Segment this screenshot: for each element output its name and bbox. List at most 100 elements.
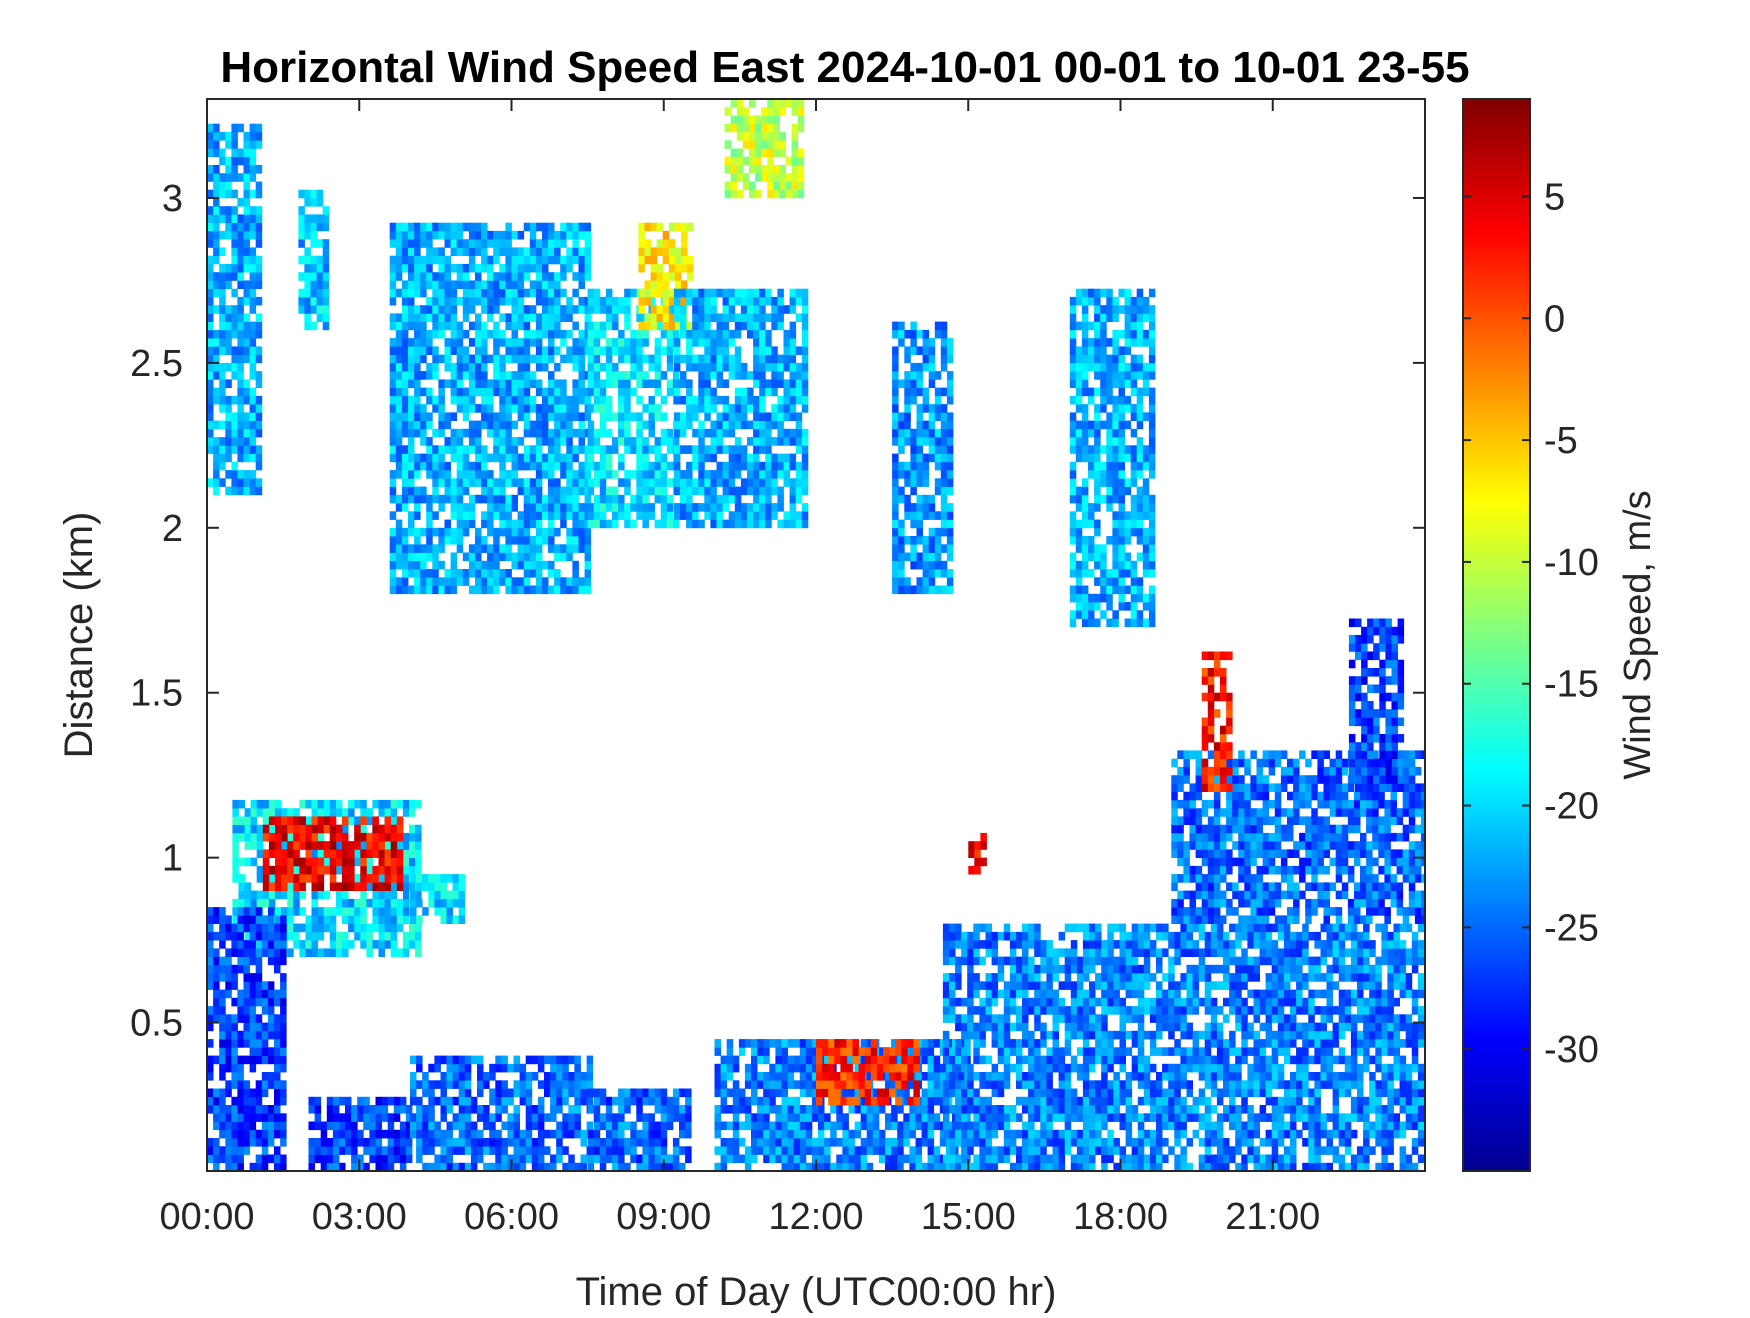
heatmap-cell-r9 [403, 841, 410, 850]
heatmap-cell-r15 [655, 1130, 662, 1139]
heatmap-cell-r2 [390, 231, 397, 240]
heatmap-cell-r5 [723, 445, 730, 454]
heatmap-cell-r5 [790, 404, 797, 413]
heatmap-cell-r2 [530, 396, 537, 405]
heatmap-cell-r2 [475, 289, 482, 298]
heatmap-cell-r16 [751, 1097, 758, 1106]
heatmap-cell-r5 [674, 355, 681, 364]
heatmap-cell-r12 [237, 1031, 244, 1040]
heatmap-cell-r2 [512, 264, 519, 273]
heatmap-cell-r7 [904, 470, 911, 479]
heatmap-cell-r5 [759, 520, 766, 529]
heatmap-cell-r9 [269, 899, 276, 908]
heatmap-cell-r8 [1070, 478, 1077, 487]
heatmap-cell-r2 [438, 544, 445, 553]
heatmap-cell-r3 [612, 363, 619, 372]
heatmap-cell-r9 [245, 891, 252, 900]
heatmap-cell-r3 [630, 388, 637, 397]
heatmap-cell-r2 [445, 280, 452, 289]
heatmap-cell-r2 [579, 536, 586, 545]
heatmap-cell-r9 [257, 808, 264, 817]
heatmap-cell-r9 [409, 866, 416, 875]
heatmap-cell-r14 [434, 1155, 441, 1164]
heatmap-cell-r5 [753, 346, 760, 355]
heatmap-cell-r6 [792, 157, 799, 166]
heatmap-cell-r2 [548, 520, 555, 529]
heatmap-cell-r5 [759, 445, 766, 454]
heatmap-cell-r9 [263, 899, 270, 908]
heatmap-cell-r2 [499, 396, 506, 405]
heatmap-cell-r5 [741, 462, 748, 471]
heatmap-cell-r7 [923, 338, 930, 347]
heatmap-cell-r9 [409, 849, 416, 858]
heatmap-cell-r14 [416, 1122, 423, 1131]
heatmap-cell-r13 [327, 1122, 334, 1131]
heatmap-cell-r0 [237, 223, 244, 232]
heatmap-cell-r3 [594, 355, 601, 364]
heatmap-cell-r2 [426, 495, 433, 504]
heatmap-cell-r3 [594, 478, 601, 487]
heatmap-cell-r7 [892, 503, 899, 512]
heatmap-cell-r3 [636, 454, 643, 463]
heatmap-cell-r5 [692, 445, 699, 454]
heatmap-cell-r2 [542, 256, 549, 265]
heatmap-cell-r10 [312, 833, 319, 842]
heatmap-cell-r6 [798, 157, 805, 166]
heatmap-cell-r12 [280, 1023, 287, 1032]
heatmap-cell-r9 [415, 849, 422, 858]
heatmap-cell-r2 [548, 371, 555, 380]
heatmap-cell-r8 [1088, 503, 1095, 512]
heatmap-cell-r2 [457, 396, 464, 405]
heatmap-cell-r5 [765, 355, 772, 364]
heatmap-cell-r12 [219, 1056, 226, 1065]
heatmap-cell-r5 [710, 503, 717, 512]
heatmap-cell-r3 [594, 388, 601, 397]
heatmap-cell-r8 [1131, 338, 1138, 347]
heatmap-cell-r9 [312, 808, 319, 817]
heatmap-cell-r8 [1143, 569, 1150, 578]
heatmap-cell-r13 [309, 1105, 316, 1114]
heatmap-cell-r11 [447, 891, 454, 900]
heatmap-cell-r3 [649, 396, 656, 405]
heatmap-cell-r3 [618, 396, 625, 405]
heatmap-cell-r8 [1094, 363, 1101, 372]
heatmap-cell-r2 [445, 256, 452, 265]
heatmap-cell-r5 [784, 363, 791, 372]
heatmap-cell-r0 [219, 264, 226, 273]
heatmap-cell-r0 [213, 214, 220, 223]
heatmap-cell-r10 [360, 816, 367, 825]
heatmap-cell-r11 [434, 907, 441, 916]
heatmap-cell-r3 [606, 412, 613, 421]
heatmap-cell-r2 [572, 305, 579, 314]
heatmap-cell-r2 [390, 536, 397, 545]
heatmap-cell-r0 [250, 289, 257, 298]
heatmap-cell-r14 [465, 1056, 472, 1065]
heatmap-cell-r3 [606, 371, 613, 380]
heatmap-cell-r2 [432, 330, 439, 339]
heatmap-cell-r5 [753, 322, 760, 331]
heatmap-cell-r2 [554, 437, 561, 446]
heatmap-cell-r2 [512, 305, 519, 314]
heatmap-cell-r0 [244, 379, 251, 388]
heatmap-cell-r9 [318, 932, 325, 941]
heatmap-cell-r2 [524, 577, 531, 586]
heatmap-cell-r7 [941, 445, 948, 454]
heatmap-cell-r5 [729, 313, 736, 322]
heatmap-cell-r2 [572, 454, 579, 463]
heatmap-cell-r2 [572, 289, 579, 298]
heatmap-cell-r3 [667, 495, 674, 504]
heatmap-cell-r13 [345, 1097, 352, 1106]
heatmap-cell-r8 [1100, 396, 1107, 405]
heatmap-cell-r2 [493, 338, 500, 347]
heatmap-cell-r8 [1082, 561, 1089, 570]
heatmap-cell-r13 [309, 1138, 316, 1147]
heatmap-cell-r12 [231, 1014, 238, 1023]
heatmap-cell-r16 [733, 1122, 740, 1131]
heatmap-cell-r5 [784, 330, 791, 339]
heatmap-cell-r14 [556, 1072, 563, 1081]
chart-title: Horizontal Wind Speed East 2024-10-01 00… [220, 43, 1469, 92]
heatmap-cell-r0 [250, 412, 257, 421]
heatmap-cell-r6 [749, 190, 756, 199]
heatmap-cell-r5 [704, 305, 711, 314]
heatmap-cell-r0 [213, 437, 220, 446]
